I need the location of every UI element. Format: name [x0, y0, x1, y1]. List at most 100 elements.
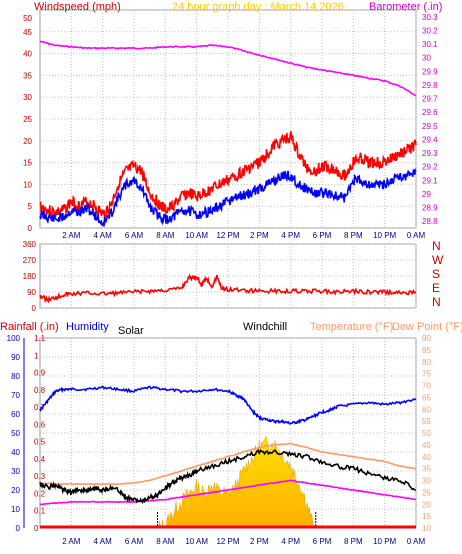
- barometer-y-tick: 29.5: [422, 122, 438, 131]
- windspeed-line: [39, 167, 417, 227]
- temperature-y-tick: 45: [422, 441, 431, 450]
- humidity-y-tick: 30: [11, 467, 20, 476]
- rainfall-y-tick: 1.1: [34, 334, 46, 343]
- solar-area: [157, 435, 317, 529]
- direction-y-tick: 360: [23, 240, 37, 249]
- temperature-y-tick: 90: [422, 334, 431, 343]
- temperature-y-tick: 80: [422, 358, 431, 367]
- rainfall-y-labels: 0 0.1 0.2 0.3 0.4 0.5 0.6 0.7 0.8 0.9 1 1.1: [34, 334, 46, 533]
- humidity-y-tick: 70: [11, 391, 20, 400]
- compass-label: S: [432, 267, 440, 281]
- gust-line: [39, 131, 417, 219]
- direction-y-tick: 270: [23, 256, 37, 265]
- humidity-y-tick: 0: [16, 524, 21, 533]
- direction-y-labels: 0 90 180 270 360: [23, 240, 37, 313]
- weather-x-labels: 2 AM 4 AM 6 AM 8 AM 10 AM 12 PM 2 PM 4 PM 6 PM 8 …: [62, 537, 425, 546]
- weather-x-tick: 10 PM: [373, 537, 396, 546]
- wind-axis-label: Windspeed (mph): [34, 1, 121, 13]
- wind-y-tick: 20: [23, 137, 32, 146]
- weather-x-tick: 12 PM: [216, 537, 239, 546]
- rainfall-axis-label: Rainfall (.in): [0, 321, 59, 333]
- barometer-y-tick: 29.1: [422, 176, 438, 185]
- wind-y-tick: 50: [23, 14, 32, 23]
- weather-x-tick: 2 PM: [250, 537, 269, 546]
- temperature-y-tick: 60: [422, 405, 431, 414]
- barometer-y-tick: 30.2: [422, 26, 438, 35]
- dewpoint-axis-label: Dew Point (°F): [392, 321, 462, 333]
- solar-label: Solar: [118, 325, 144, 337]
- wind-x-tick: 10 AM: [185, 231, 208, 240]
- wind-panel: Windspeed (mph) 24 hour graph day : Marc…: [23, 1, 442, 240]
- barometer-y-tick: 29.3: [422, 149, 438, 158]
- rainfall-y-tick: 0: [34, 524, 39, 533]
- wind-x-labels: 2 AM 4 AM 6 AM 8 AM 10 AM 12 PM 2 PM 4 PM 6 PM 8 …: [62, 231, 425, 240]
- rainfall-y-tick: 0.3: [34, 472, 46, 481]
- humidity-y-tick: 80: [11, 372, 20, 381]
- temperature-line: [39, 442, 417, 486]
- temperature-y-tick: 75: [422, 370, 431, 379]
- wind-y-tick: 35: [23, 71, 32, 80]
- barometer-axis-label: Barometer (.in): [369, 1, 442, 13]
- humidity-y-tick: 40: [11, 448, 20, 457]
- weather-x-tick: 8 PM: [344, 537, 363, 546]
- barometer-y-tick: 29.9: [422, 67, 438, 76]
- temperature-y-tick: 10: [422, 524, 431, 533]
- solar-radiation-area: [157, 435, 315, 529]
- temperature-y-tick: 25: [422, 488, 431, 497]
- temperature-y-tick: 35: [422, 465, 431, 474]
- wind-x-tick: 8 PM: [344, 231, 363, 240]
- wind-x-tick: 4 PM: [281, 231, 300, 240]
- barometer-y-tick: 30: [422, 54, 431, 63]
- humidity-line: [39, 385, 417, 425]
- temperature-y-tick: 85: [422, 346, 431, 355]
- humidity-y-tick: 50: [11, 429, 20, 438]
- direction-y-tick: 180: [23, 272, 37, 281]
- wind-grid: [40, 9, 417, 229]
- barometer-y-tick: 30.1: [422, 40, 438, 49]
- direction-lines: [39, 273, 417, 304]
- wind-x-tick: 8 AM: [156, 231, 175, 240]
- wind-x-tick: 10 PM: [373, 231, 396, 240]
- wind-graph-title: 24 hour graph day : March 14 2026: [172, 1, 344, 13]
- wind-y-tick: 10: [23, 180, 32, 189]
- compass-label: E: [432, 281, 440, 295]
- temperature-y-tick: 70: [422, 382, 431, 391]
- rainfall-y-tick: 0.4: [34, 455, 46, 464]
- wind-y-tick: 25: [23, 115, 32, 124]
- temperature-y-tick: 65: [422, 393, 431, 402]
- weather-x-tick: 6 PM: [313, 537, 332, 546]
- weather-x-tick: 2 AM: [62, 537, 81, 546]
- weather-x-tick: 4 PM: [281, 537, 300, 546]
- temperature-y-tick: 20: [422, 500, 431, 509]
- weather-x-tick: 4 AM: [94, 537, 113, 546]
- humidity-axis-label: Humidity: [66, 321, 109, 333]
- barometer-y-tick: 30.3: [422, 13, 438, 22]
- wind-x-tick: 0 AM: [407, 231, 426, 240]
- wind-lines: [39, 40, 417, 227]
- temperature-y-tick: 40: [422, 453, 431, 462]
- weather-panel: Rainfall (.in) Humidity Solar Windchill …: [0, 321, 462, 546]
- barometer-y-labels: 28.8 28.9 29 29.1 29.2 29.3 29.4 29.5 29.6 29.7 29…: [422, 13, 438, 226]
- direction-y-tick: 90: [27, 288, 36, 297]
- barometer-y-tick: 28.8: [422, 217, 438, 226]
- weather-x-tick: 0 AM: [407, 537, 426, 546]
- rainfall-y-tick: 0.7: [34, 403, 46, 412]
- rainfall-y-tick: 0.2: [34, 489, 46, 498]
- wind-x-tick: 12 PM: [216, 231, 239, 240]
- barometer-y-tick: 28.9: [422, 204, 438, 213]
- humidity-y-labels: 0 10 20 30 40 50 60 70 80 90 100: [7, 334, 21, 533]
- rainfall-y-tick: 0.1: [34, 507, 46, 516]
- dewpoint-line: [39, 479, 416, 506]
- rainfall-y-tick: 0.6: [34, 420, 46, 429]
- temperature-y-tick: 15: [422, 512, 431, 521]
- wind-y-tick: 45: [23, 28, 32, 37]
- compass-label: W: [432, 253, 444, 267]
- wind-y-tick: 0: [28, 224, 33, 233]
- rainfall-y-tick: 0.9: [34, 369, 46, 378]
- wind-y-labels: 0 5 10 15 20 25 30 35 40 45 50: [23, 14, 32, 233]
- wind-y-tick: 40: [23, 50, 32, 59]
- barometer-y-tick: 29.2: [422, 163, 438, 172]
- temperature-y-tick: 30: [422, 477, 431, 486]
